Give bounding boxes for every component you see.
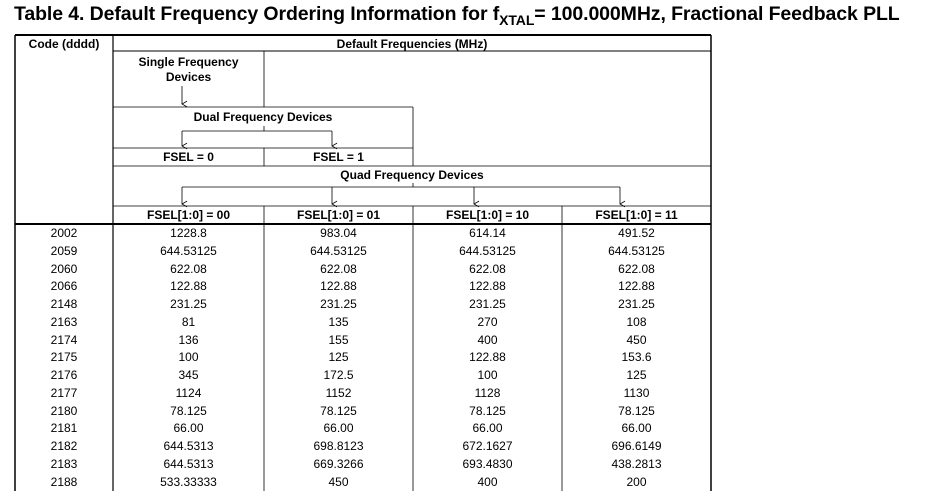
title-suffix: = 100.000MHz, Fractional Feedback PLL xyxy=(534,3,900,25)
frequency-cell-10: 270 xyxy=(477,314,498,329)
code-cell: 2059 xyxy=(50,243,78,258)
frequency-cell-11: 1130 xyxy=(623,385,650,400)
frequency-cell-01: 155 xyxy=(328,332,349,347)
frequency-cell-10: 614.14 xyxy=(469,226,506,240)
frequency-cell-11: 438.2813 xyxy=(611,456,662,471)
frequency-cell-00: 122.88 xyxy=(170,279,207,294)
header-default-frequencies: Default Frequencies (MHz) xyxy=(336,37,488,51)
code-cell: 2060 xyxy=(50,261,78,276)
code-cell: 2180 xyxy=(50,403,78,418)
header-fsel11: FSEL[1:0] = 11 xyxy=(595,208,678,222)
frequency-cell-00: 345 xyxy=(178,368,199,382)
frequency-cell-01: 66.00 xyxy=(323,421,354,436)
frequency-cell-11: 78.125 xyxy=(618,403,655,418)
frequency-cell-10: 693.4830 xyxy=(462,456,513,471)
frequency-cell-01: 78.125 xyxy=(320,403,357,418)
frequency-cell-01: 125 xyxy=(328,350,349,365)
frequency-cell-00: 644.5313 xyxy=(163,439,214,453)
frequency-cell-01: 172.5 xyxy=(323,368,354,382)
frequency-cell-11: 491.52 xyxy=(618,226,655,240)
title-prefix: Table 4. Default Frequency Ordering Info… xyxy=(14,3,500,25)
frequency-cell-10: 122.88 xyxy=(469,279,506,294)
frequency-cell-00: 622.08 xyxy=(170,261,207,276)
frequency-cell-11: 125 xyxy=(626,368,647,382)
frequency-cell-11: 122.88 xyxy=(618,279,655,294)
frequency-cell-00: 78.125 xyxy=(170,403,207,418)
header-single-line2: Devices xyxy=(165,70,212,84)
frequency-cell-01: 669.3266 xyxy=(313,456,364,471)
frequency-cell-11: 696.6149 xyxy=(611,439,662,453)
frequency-cell-00: 231.25 xyxy=(170,297,207,311)
code-cell: 2163 xyxy=(50,314,78,329)
frequency-cell-10: 1128 xyxy=(474,385,501,400)
code-cell: 2002 xyxy=(50,226,78,240)
header-fsel00: FSEL[1:0] = 00 xyxy=(146,208,231,222)
code-cell: 2175 xyxy=(50,350,78,365)
frequency-cell-10: 100 xyxy=(477,368,498,382)
code-cell: 2174 xyxy=(50,332,78,347)
frequency-cell-10: 66.00 xyxy=(472,421,503,436)
frequency-cell-00: 100 xyxy=(178,350,199,365)
header-fsel01: FSEL[1:0] = 01 xyxy=(296,208,381,222)
frequency-cell-01: 622.08 xyxy=(320,261,357,276)
frequency-cell-11: 450 xyxy=(626,332,647,347)
frequency-cell-11: 108 xyxy=(626,314,647,329)
frequency-cell-01: 450 xyxy=(328,474,349,489)
code-cell: 2066 xyxy=(50,279,78,294)
header-code: Code (dddd) xyxy=(28,37,100,51)
frequency-cell-01: 698.8123 xyxy=(313,439,364,453)
frequency-cell-01: 1152 xyxy=(325,385,352,400)
frequency-cell-10: 231.25 xyxy=(469,297,506,311)
header-fsel10: FSEL[1:0] = 10 xyxy=(445,208,530,222)
header-fsel0: FSEL = 0 xyxy=(163,150,214,164)
frequency-cell-11: 644.53125 xyxy=(608,243,665,258)
frequency-cell-00: 136 xyxy=(178,332,199,347)
frequency-cell-00: 81 xyxy=(181,314,196,329)
frequency-cell-11: 622.08 xyxy=(618,261,655,276)
frequency-cell-10: 78.125 xyxy=(469,403,506,418)
frequency-cell-10: 644.53125 xyxy=(459,243,516,258)
table-title: Table 4. Default Frequency Ordering Info… xyxy=(14,3,900,28)
frequency-cell-10: 122.88 xyxy=(469,350,506,365)
frequency-cell-10: 672.1627 xyxy=(462,439,513,453)
frequency-cell-01: 122.88 xyxy=(320,279,357,294)
code-cell: 2176 xyxy=(50,368,78,382)
frequency-cell-10: 622.08 xyxy=(469,261,506,276)
frequency-cell-01: 644.53125 xyxy=(310,243,367,258)
frequency-cell-00: 1124 xyxy=(175,385,202,400)
frequency-cell-10: 400 xyxy=(477,332,498,347)
frequency-cell-11: 153.6 xyxy=(621,350,652,365)
frequency-cell-00: 66.00 xyxy=(173,421,204,436)
header-dual: Dual Frequency Devices xyxy=(193,110,333,124)
frequency-cell-00: 644.5313 xyxy=(163,456,214,471)
header-fsel1: FSEL = 1 xyxy=(313,150,364,164)
frequency-cell-00: 644.53125 xyxy=(160,243,217,258)
frequency-cell-00: 1228.8 xyxy=(170,226,207,240)
frequency-cell-01: 135 xyxy=(328,314,349,329)
header-single-line1: Single Frequency xyxy=(138,55,239,69)
header-quad: Quad Frequency Devices xyxy=(340,168,484,182)
code-cell: 2177 xyxy=(50,385,78,400)
frequency-cell-00: 533.33333 xyxy=(160,474,217,489)
frequency-cell-11: 231.25 xyxy=(618,297,655,311)
frequency-cell-01: 231.25 xyxy=(320,297,357,311)
frequency-cell-11: 200 xyxy=(626,474,647,489)
frequency-cell-11: 66.00 xyxy=(621,421,652,436)
frequency-cell-01: 983.04 xyxy=(320,226,357,240)
frequency-cell-10: 400 xyxy=(477,474,498,489)
code-cell: 2188 xyxy=(50,474,78,489)
code-cell: 2181 xyxy=(50,421,78,436)
code-cell: 2183 xyxy=(50,456,78,471)
title-subscript: XTAL xyxy=(499,12,535,28)
code-cell: 2148 xyxy=(50,297,78,311)
code-cell: 2182 xyxy=(50,439,78,453)
